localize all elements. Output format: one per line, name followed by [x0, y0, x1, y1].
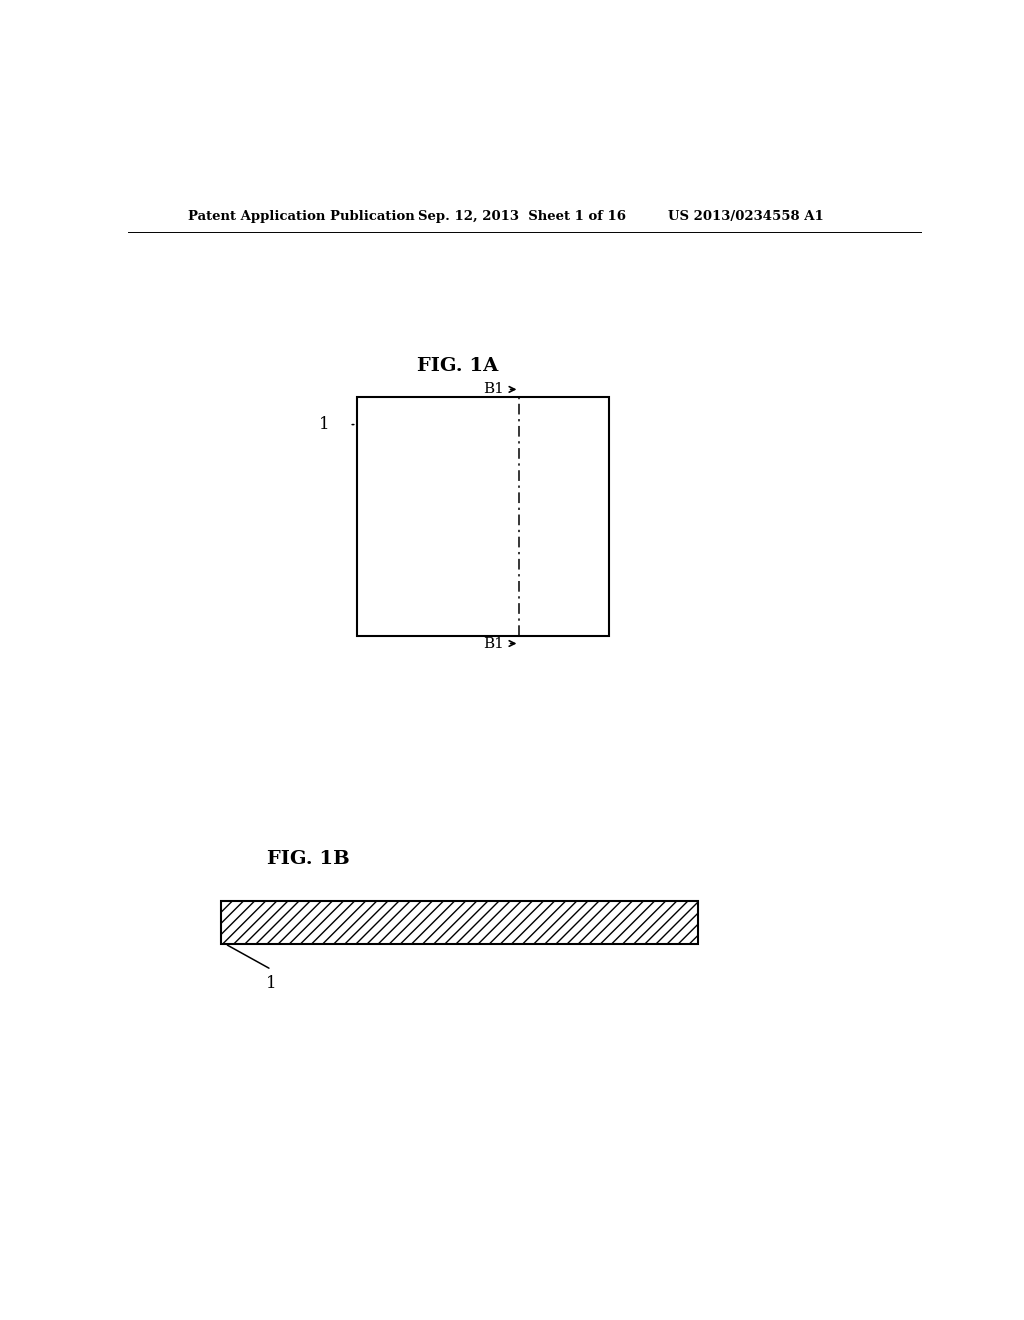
Text: US 2013/0234558 A1: US 2013/0234558 A1	[668, 210, 823, 223]
Bar	[221, 902, 697, 944]
Text: FIG. 1A: FIG. 1A	[417, 358, 498, 375]
Text: 1: 1	[318, 416, 330, 433]
Text: B1: B1	[483, 383, 504, 396]
Text: Sep. 12, 2013  Sheet 1 of 16: Sep. 12, 2013 Sheet 1 of 16	[418, 210, 626, 223]
Text: 1: 1	[266, 974, 276, 991]
Text: B1: B1	[483, 636, 504, 651]
Bar	[356, 397, 608, 636]
Text: Patent Application Publication: Patent Application Publication	[187, 210, 415, 223]
Text: FIG. 1B: FIG. 1B	[267, 850, 349, 869]
